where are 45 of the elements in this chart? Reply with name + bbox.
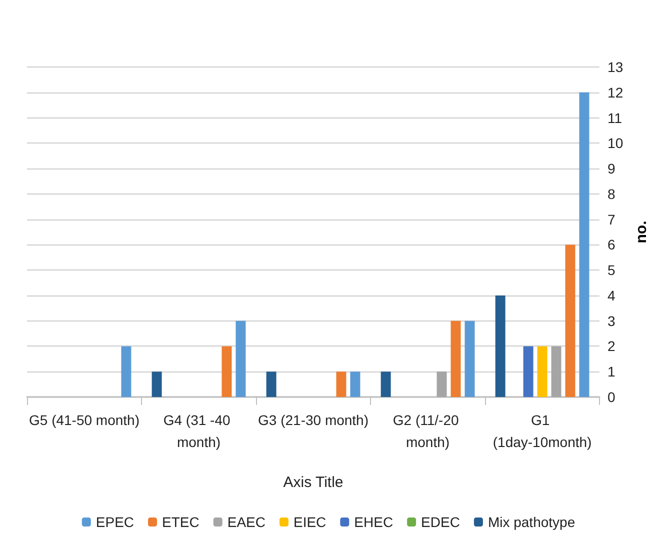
- bar: [551, 346, 562, 397]
- y-tick-label: 2: [608, 338, 616, 354]
- y-tick-label: 10: [608, 135, 624, 152]
- bar: [222, 346, 232, 397]
- y-tick-label: 5: [608, 262, 616, 278]
- bar: [495, 295, 506, 397]
- y-tick-label: 12: [608, 84, 624, 100]
- y-axis-title: no.: [633, 220, 650, 244]
- x-tick-label: G4 (31 -40 month): [163, 412, 234, 450]
- bar: [350, 372, 360, 397]
- legend-label: EAEC: [227, 514, 266, 530]
- y-tick-label: 1: [608, 364, 616, 380]
- bar: [523, 346, 534, 397]
- x-tick-label: G1 (1day-10month): [492, 412, 592, 450]
- y-tick-label: 4: [608, 287, 616, 304]
- bar: [236, 320, 246, 397]
- legend-label: EDEC: [421, 514, 460, 530]
- bar: [336, 372, 346, 397]
- y-tick-label: 6: [608, 236, 616, 253]
- bar: [436, 372, 447, 397]
- bar: [464, 320, 475, 397]
- bar: [152, 372, 162, 397]
- bar: [380, 372, 391, 397]
- y-tick-label: 7: [608, 211, 616, 228]
- bar: [121, 346, 132, 397]
- x-tick-label: G3 (21-30 month): [258, 412, 369, 428]
- bar: [565, 244, 576, 397]
- y-tick-label: 3: [608, 312, 616, 329]
- bar: [450, 320, 461, 397]
- x-tick-label: G5 (41-50 month): [29, 412, 140, 428]
- bar: [266, 372, 276, 397]
- bar: [579, 92, 590, 397]
- legend-label: EHEC: [354, 514, 394, 530]
- legend-label: EIEC: [293, 514, 326, 530]
- bar: [537, 346, 548, 397]
- x-tick-label: G2 (11/-20 month): [392, 412, 463, 450]
- legend-label: EPEC: [96, 514, 134, 530]
- y-tick-label: 13: [608, 59, 624, 75]
- y-tick-label: 0: [608, 389, 616, 405]
- x-axis-title: Axis Title: [283, 474, 344, 491]
- legend-label: Mix pathotype: [488, 514, 576, 530]
- legend-label: ETEC: [162, 514, 200, 530]
- y-tick-label: 9: [608, 160, 616, 177]
- y-tick-label: 11: [608, 110, 622, 126]
- y-tick-label: 8: [608, 186, 616, 202]
